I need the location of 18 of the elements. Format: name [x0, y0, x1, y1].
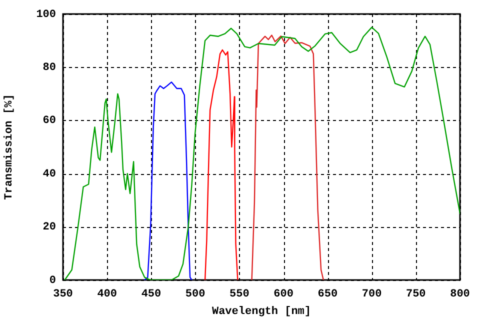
x-tick-label: 600	[274, 288, 294, 300]
x-tick-label: 750	[406, 288, 426, 300]
x-tick-label: 450	[141, 288, 162, 300]
y-tick-label: 60	[42, 115, 56, 128]
x-tick-label: 500	[185, 288, 206, 300]
x-tick-label: 800	[450, 288, 470, 300]
y-tick-label: 20	[42, 222, 56, 234]
y-axis-title: Transmission [%]	[3, 94, 16, 200]
y-tick-label: 40	[42, 168, 56, 180]
x-axis-title: Wavelength [nm]	[212, 306, 312, 318]
y-tick-label: 0	[49, 274, 56, 287]
x-tick-label: 550	[230, 288, 250, 300]
x-tick-label: 650	[318, 288, 338, 300]
x-tick-label: 350	[53, 288, 73, 300]
y-tick-label: 100	[36, 8, 56, 21]
x-tick-label: 400	[97, 288, 118, 300]
x-tick-label: 700	[362, 288, 382, 300]
y-tick-label: 80	[42, 62, 56, 74]
